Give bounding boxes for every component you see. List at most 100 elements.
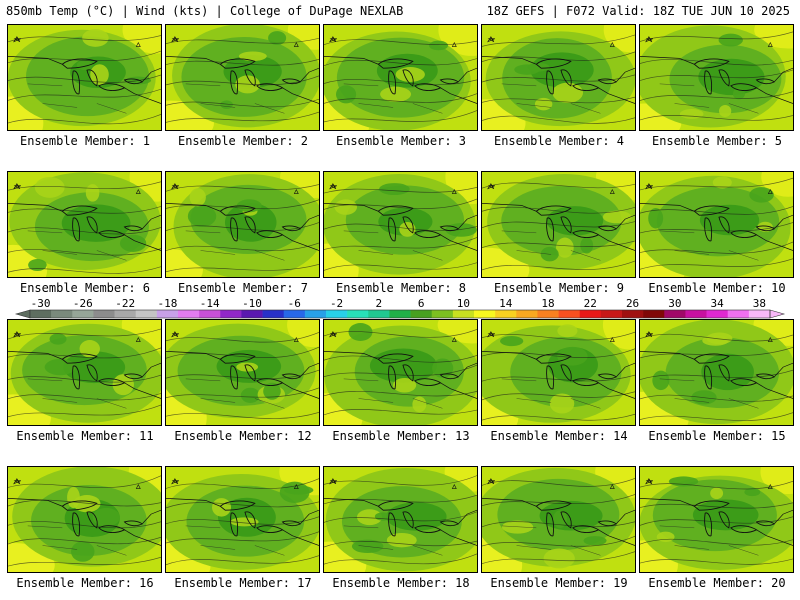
temperature-map-image — [166, 25, 319, 130]
ensemble-member-label: Ensemble Member: 15 — [648, 429, 786, 443]
colorbar-tick-label: 18 — [541, 297, 554, 310]
colorbar-tick-label: -2 — [330, 297, 343, 310]
colorbar-swatch — [600, 310, 623, 318]
ensemble-member-label: Ensemble Member: 2 — [177, 134, 309, 148]
ensemble-map-15 — [639, 319, 794, 426]
ensemble-member-label: Ensemble Member: 18 — [332, 576, 470, 590]
colorbar-swatch — [114, 310, 137, 318]
ensemble-map-13 — [323, 319, 478, 426]
ensemble-map-9 — [481, 171, 636, 278]
colorbar-swatch — [199, 310, 221, 318]
ensemble-member-label: Ensemble Member: 7 — [177, 281, 309, 295]
ensemble-member-label: Ensemble Member: 20 — [648, 576, 786, 590]
temperature-map-image — [640, 467, 793, 572]
temperature-map-image — [482, 172, 635, 277]
ensemble-map-4 — [481, 24, 636, 131]
ensemble-member-label: Ensemble Member: 3 — [335, 134, 467, 148]
colorbar-swatch — [727, 310, 750, 318]
temperature-colorbar: -30 -26 -22 -18 -14 -10 -6 -2 2 6 10 14 18 22 26 30 34 38… — [14, 297, 786, 319]
colorbar-swatch — [685, 310, 707, 318]
ensemble-map-6 — [7, 171, 162, 278]
ensemble-member-label: Ensemble Member: 10 — [648, 281, 786, 295]
temperature-map-image — [640, 320, 793, 425]
colorbar-swatch — [304, 310, 327, 318]
ensemble-map-1 — [7, 24, 162, 131]
ensemble-map-3 — [323, 24, 478, 131]
colorbar-swatch — [326, 310, 348, 318]
colorbar-swatch — [452, 310, 475, 318]
colorbar-swatch — [220, 310, 242, 318]
colorbar-tick-label: 34 — [711, 297, 725, 310]
ensemble-map-2 — [165, 24, 320, 131]
colorbar-swatch — [93, 310, 115, 318]
colorbar-swatch — [474, 310, 496, 318]
ensemble-map-19 — [481, 466, 636, 573]
colorbar-swatch — [495, 310, 517, 318]
temperature-map-image — [324, 172, 477, 277]
colorbar-swatch — [431, 310, 454, 318]
colorbar-swatch — [622, 310, 644, 318]
ensemble-map-7 — [165, 171, 320, 278]
colorbar-swatch — [558, 310, 581, 318]
ensemble-member-label: Ensemble Member: 12 — [174, 429, 312, 443]
colorbar-tick-label: 30 — [668, 297, 681, 310]
ensemble-member-label: Ensemble Member: 11 — [16, 429, 154, 443]
temperature-map-image — [324, 467, 477, 572]
colorbar-swatch — [643, 310, 665, 318]
colorbar-tick-label: -30 — [31, 297, 51, 310]
ensemble-member-label: Ensemble Member: 8 — [335, 281, 467, 295]
ensemble-member-label: Ensemble Member: 16 — [16, 576, 154, 590]
ensemble-member-label: Ensemble Member: 13 — [332, 429, 470, 443]
colorbar-swatch — [410, 310, 433, 318]
colorbar-swatch — [664, 310, 686, 318]
temperature-map-image — [640, 172, 793, 277]
temperature-map-image — [166, 172, 319, 277]
ensemble-map-17 — [165, 466, 320, 573]
colorbar-swatch — [72, 310, 94, 318]
temperature-map-image — [324, 320, 477, 425]
colorbar-left-arrow — [14, 309, 31, 319]
ensemble-member-label: Ensemble Member: 1 — [19, 134, 151, 148]
colorbar-swatch — [389, 310, 411, 318]
colorbar-tick-label: 10 — [457, 297, 470, 310]
colorbar-right-arrow — [769, 309, 786, 319]
ensemble-map-16 — [7, 466, 162, 573]
ensemble-member-label: Ensemble Member: 14 — [490, 429, 628, 443]
colorbar-swatch — [537, 310, 559, 318]
colorbar-tick-label: 22 — [584, 297, 597, 310]
map-header-title: 850mb Temp (°C) | Wind (kts) | College o… — [6, 4, 404, 18]
colorbar-tick-label: 14 — [499, 297, 513, 310]
model-run-valid-time: 18Z GEFS | F072 Valid: 18Z TUE JUN 10 20… — [486, 4, 790, 18]
ensemble-map-8 — [323, 171, 478, 278]
colorbar-tick-label: -6 — [288, 297, 301, 310]
ensemble-map-11 — [7, 319, 162, 426]
ensemble-map-12 — [165, 319, 320, 426]
colorbar-tick-label: -14 — [200, 297, 220, 310]
temperature-map-image — [166, 467, 319, 572]
colorbar-swatch — [51, 310, 73, 318]
colorbar-swatch — [30, 310, 52, 318]
temperature-map-image — [482, 25, 635, 130]
colorbar-tick-label: 6 — [418, 297, 425, 310]
colorbar-swatch — [516, 310, 538, 318]
colorbar-swatch — [706, 310, 729, 318]
colorbar-swatch — [135, 310, 158, 318]
ensemble-map-18 — [323, 466, 478, 573]
temperature-map-image — [324, 25, 477, 130]
temperature-map-image — [8, 320, 161, 425]
ensemble-map-14 — [481, 319, 636, 426]
temperature-map-image — [482, 467, 635, 572]
colorbar-swatch — [178, 310, 200, 318]
colorbar-tick-label: -10 — [242, 297, 262, 310]
ensemble-map-20 — [639, 466, 794, 573]
temperature-map-image — [8, 467, 161, 572]
ensemble-member-label: Ensemble Member: 6 — [19, 281, 151, 295]
colorbar-outline — [29, 309, 771, 319]
colorbar-tick-label: 26 — [626, 297, 639, 310]
colorbar-swatch — [262, 310, 285, 318]
colorbar-tick-label: -26 — [73, 297, 93, 310]
colorbar-tick-label: -22 — [115, 297, 135, 310]
ensemble-map-5 — [639, 24, 794, 131]
temperature-map-image — [482, 320, 635, 425]
ensemble-member-label: Ensemble Member: 19 — [490, 576, 628, 590]
